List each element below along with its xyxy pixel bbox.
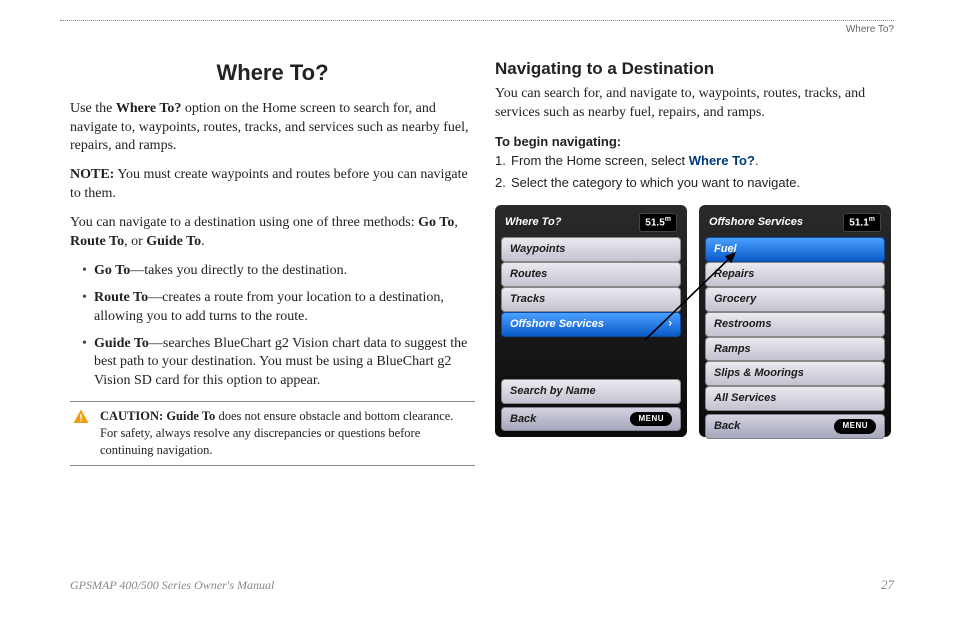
device-screenshots: Where To? 51.5m WaypointsRoutesTracksOff… — [495, 205, 895, 437]
menu-pill[interactable]: MENU — [630, 412, 672, 427]
device-offshore-services: Offshore Services 51.1m FuelRepairsGroce… — [699, 205, 891, 437]
menu-item-offshore-services[interactable]: Offshore Services› — [501, 312, 681, 337]
right-column: Navigating to a Destination You can sear… — [495, 58, 895, 437]
menu-item-restrooms[interactable]: Restrooms — [705, 312, 885, 337]
menu-item-waypoints[interactable]: Waypoints — [501, 237, 681, 262]
left-column: Where To? Use the Where To? option on th… — [70, 58, 475, 466]
right-intro: You can search for, and navigate to, way… — [495, 85, 895, 123]
steps-list: 1.From the Home screen, select Where To?… — [495, 152, 895, 191]
bullet-goto: Go To—takes you directly to the destinat… — [82, 262, 475, 281]
bullet-guideto: Guide To—searches BlueChart g2 Vision ch… — [82, 335, 475, 392]
menu-item-slips-moorings[interactable]: Slips & Moorings — [705, 361, 885, 386]
steps-heading: To begin navigating: — [495, 133, 895, 151]
footer-page-number: 27 — [881, 577, 894, 593]
menu-item-ramps[interactable]: Ramps — [705, 337, 885, 362]
back-button[interactable]: Back MENU — [501, 407, 681, 432]
step-2: 2.Select the category to which you want … — [495, 174, 895, 192]
chevron-right-icon: › — [668, 317, 672, 332]
depth-badge: 51.1m — [843, 213, 881, 232]
device-title: Where To? — [505, 215, 561, 230]
menu-item-grocery[interactable]: Grocery — [705, 287, 885, 312]
note-paragraph: NOTE: You must create waypoints and rout… — [70, 166, 475, 204]
menu-item-tracks[interactable]: Tracks — [501, 287, 681, 312]
running-header: Where To? — [846, 24, 894, 35]
device-header: Where To? 51.5m — [501, 211, 681, 234]
step-1: 1.From the Home screen, select Where To?… — [495, 152, 895, 170]
caution-text: CAUTION: Guide To does not ensure obstac… — [100, 409, 453, 457]
menu-item-all-services[interactable]: All Services — [705, 386, 885, 411]
menu-item-fuel[interactable]: Fuel — [705, 237, 885, 262]
methods-intro: You can navigate to a destination using … — [70, 214, 475, 252]
bullet-routeto: Route To—creates a route from your locat… — [82, 289, 475, 327]
search-by-name-button[interactable]: Search by Name — [501, 379, 681, 404]
section-heading: Navigating to a Destination — [495, 58, 895, 81]
menu-item-repairs[interactable]: Repairs — [705, 262, 885, 287]
device-header: Offshore Services 51.1m — [705, 211, 885, 234]
depth-badge: 51.5m — [639, 213, 677, 232]
device-where-to: Where To? 51.5m WaypointsRoutesTracksOff… — [495, 205, 687, 437]
warning-icon — [72, 408, 90, 426]
footer-manual-title: GPSMAP 400/500 Series Owner's Manual — [70, 578, 274, 593]
methods-list: Go To—takes you directly to the destinat… — [70, 262, 475, 391]
back-button[interactable]: Back MENU — [705, 414, 885, 439]
intro-paragraph: Use the Where To? option on the Home scr… — [70, 100, 475, 157]
page-title: Where To? — [70, 58, 475, 88]
menu-item-routes[interactable]: Routes — [501, 262, 681, 287]
menu-pill[interactable]: MENU — [834, 419, 876, 434]
device-title: Offshore Services — [709, 215, 803, 230]
top-rule — [60, 20, 894, 21]
caution-box: CAUTION: Guide To does not ensure obstac… — [70, 401, 475, 466]
